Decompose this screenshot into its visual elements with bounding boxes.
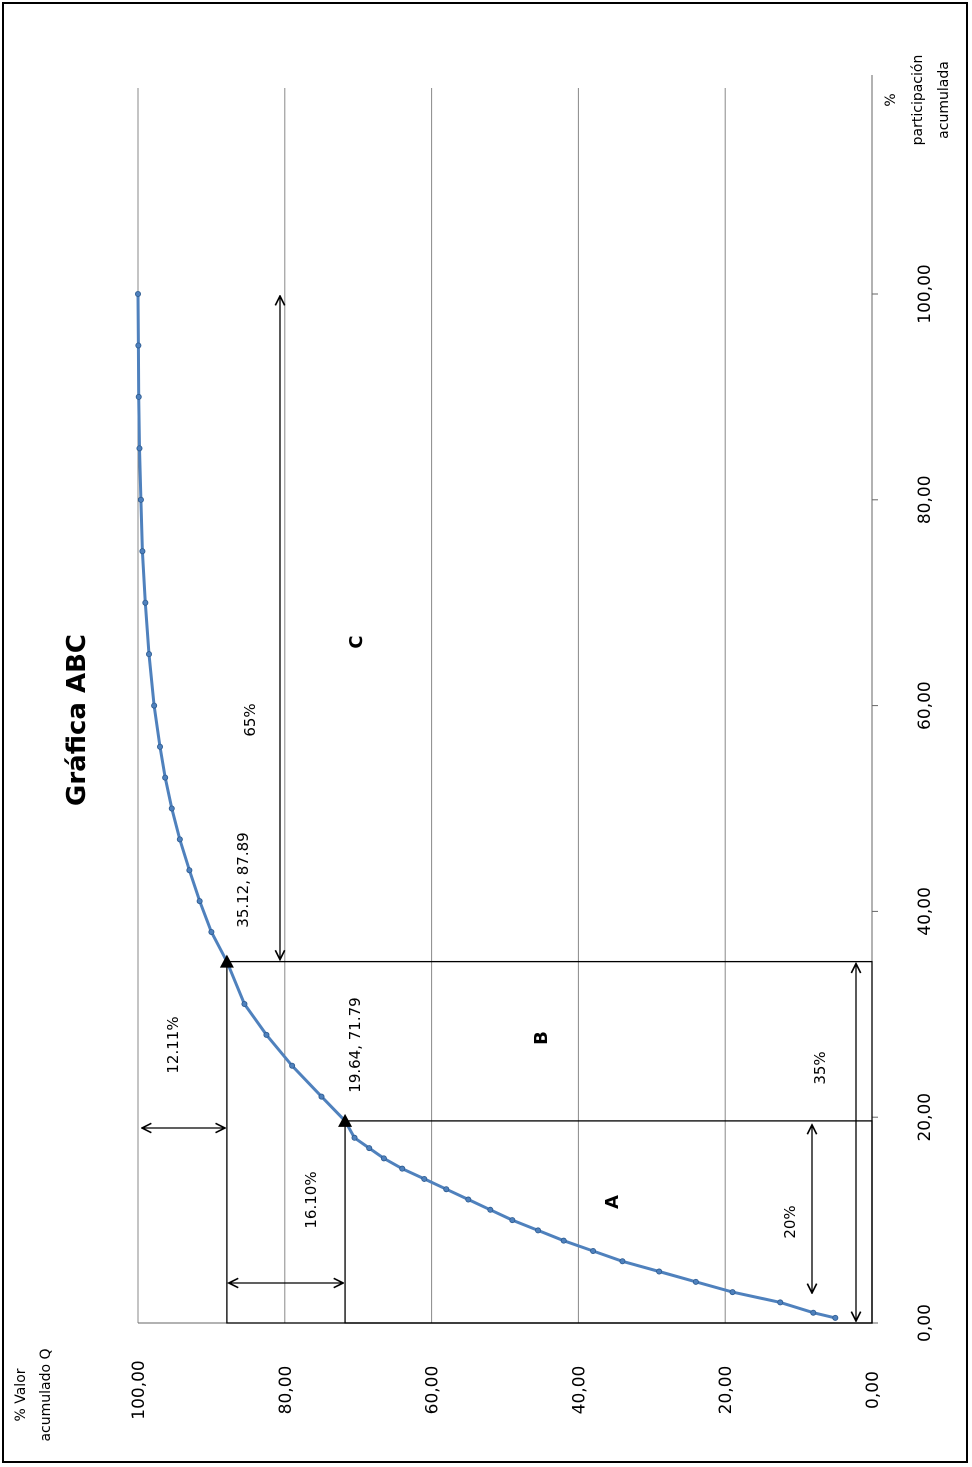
data-point <box>139 548 146 555</box>
zone-b-box <box>226 960 873 1324</box>
marker-point-0 <box>338 1113 353 1127</box>
data-point <box>560 1237 567 1244</box>
data-point <box>142 599 149 606</box>
data-point <box>241 1001 248 1008</box>
data-point <box>162 774 169 781</box>
y-tick-label: 80,00 <box>276 1366 296 1415</box>
data-point <box>380 1155 387 1162</box>
data-point <box>318 1093 325 1100</box>
y-tick-label: 0,00 <box>863 1371 883 1409</box>
label-zone-b: B <box>531 1031 552 1045</box>
data-point <box>656 1268 663 1275</box>
data-point <box>136 445 143 452</box>
data-point <box>399 1165 406 1172</box>
y-axis-title-line2: acumulado Q <box>38 1348 54 1441</box>
x-tick-label: 100,00 <box>915 264 935 323</box>
x-axis-title-line3: acumulada <box>936 61 952 139</box>
data-point <box>168 805 175 812</box>
data-point <box>443 1186 450 1193</box>
chart-title: Gráfica ABC <box>62 634 92 806</box>
label-12pct: 12.11% <box>164 1016 182 1073</box>
y-tick-label: 20,00 <box>716 1366 736 1415</box>
x-tick-label: 20,00 <box>915 1093 935 1142</box>
data-point <box>146 651 153 658</box>
dimension-arrows <box>142 296 856 1321</box>
data-point <box>619 1258 626 1265</box>
data-point <box>208 928 215 935</box>
data-point <box>487 1206 494 1213</box>
x-tick-label: 60,00 <box>915 681 935 730</box>
x-tick-label: 0,00 <box>915 1304 935 1342</box>
series-group <box>134 290 839 1321</box>
y-axis-title-line1: % Valor <box>13 1368 29 1421</box>
data-point <box>366 1145 373 1152</box>
y-tick-label: 60,00 <box>423 1366 443 1415</box>
data-point <box>263 1031 270 1038</box>
label-35pct: 35% <box>811 1051 829 1084</box>
label-16pct: 16.10% <box>302 1171 320 1228</box>
data-point <box>186 867 193 874</box>
chart-labels: 0,00 20,00 40,00 60,00 80,00 100,00 0,00 20,00 4… <box>13 55 952 1442</box>
abc-curve <box>136 293 836 1320</box>
y-tick-label: 100,00 <box>129 1360 149 1419</box>
label-point-b: 35.12, 87.89 <box>234 832 252 927</box>
label-65pct: 65% <box>241 703 259 736</box>
data-point <box>135 393 142 400</box>
data-point <box>421 1175 428 1182</box>
data-point <box>157 743 164 750</box>
data-point <box>729 1289 736 1296</box>
data-point <box>465 1196 472 1203</box>
x-tick-label: 40,00 <box>915 887 935 936</box>
data-point <box>810 1309 817 1316</box>
data-point <box>289 1062 296 1069</box>
data-point <box>137 496 144 503</box>
data-point <box>151 702 158 709</box>
data-point <box>777 1299 784 1306</box>
label-20pct: 20% <box>781 1205 799 1238</box>
label-zone-a: A <box>602 1195 623 1209</box>
data-point <box>535 1227 542 1234</box>
label-zone-c: C <box>346 635 367 648</box>
data-point <box>590 1247 597 1254</box>
grid-lines <box>137 88 726 1323</box>
data-point <box>832 1314 839 1321</box>
data-point <box>351 1134 358 1141</box>
zone-boxes <box>226 960 873 1324</box>
label-point-a: 19.64, 71.79 <box>346 997 364 1092</box>
data-point <box>196 898 203 905</box>
x-tick-label: 80,00 <box>915 475 935 524</box>
marker-point-1 <box>219 954 234 968</box>
data-point <box>134 290 141 297</box>
data-point <box>509 1217 516 1224</box>
data-point <box>692 1278 699 1285</box>
data-point <box>135 342 142 349</box>
data-point <box>176 836 183 843</box>
x-axis-title-line1: % <box>883 93 899 106</box>
x-tick-marks <box>872 293 878 1324</box>
y-tick-label: 40,00 <box>569 1366 589 1415</box>
x-axis-title-line2: participación <box>910 55 926 146</box>
